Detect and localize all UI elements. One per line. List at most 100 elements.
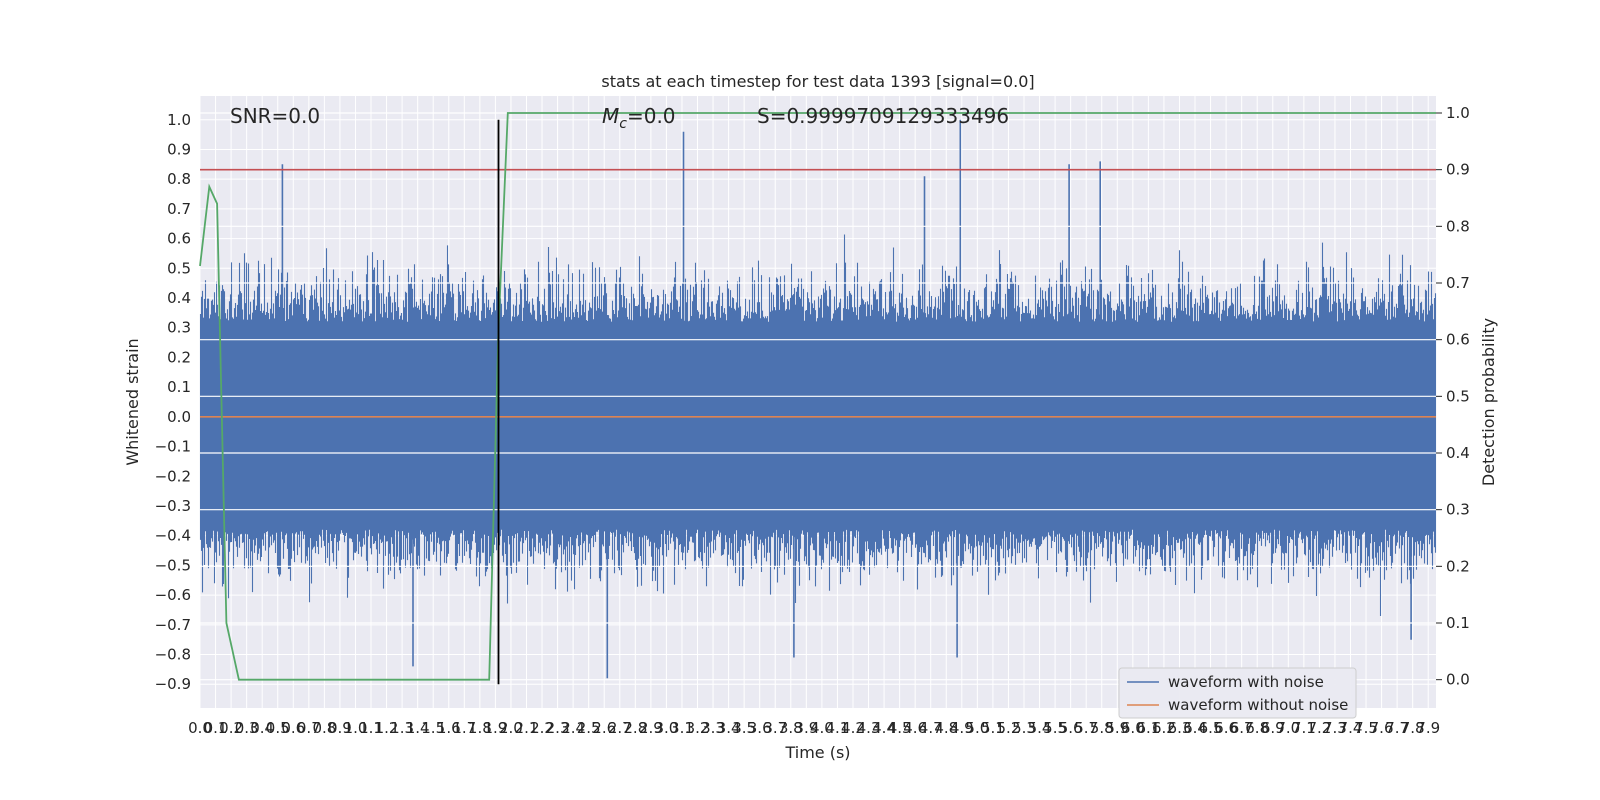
x-tick-label: 7.2 <box>1307 719 1331 737</box>
noise-series <box>199 119 1437 679</box>
x-tick-label: 2.4 <box>561 719 585 737</box>
y-tick-label: −0.7 <box>155 616 191 634</box>
x-tick-label: 0.0 <box>188 719 212 737</box>
x-tick-label: 2.3 <box>546 719 570 737</box>
x-tick-label: 4.2 <box>841 719 865 737</box>
x-tick-label: 0.6 <box>281 719 305 737</box>
x-tick-label: 7.0 <box>1276 719 1300 737</box>
x-tick-label: 6.8 <box>1245 719 1269 737</box>
x-tick-label: 0.2 <box>219 719 243 737</box>
series-waveform-with-noise <box>199 234 1437 616</box>
x-tick-label: 0.8 <box>312 719 336 737</box>
x-tick-label: 4.4 <box>872 719 896 737</box>
y-axis-label: Whitened strain <box>123 338 142 465</box>
x-tick-label: 0.9 <box>328 719 352 737</box>
x-tick-label: 5.7 <box>1074 719 1098 737</box>
x-tick-label: 4.3 <box>857 719 881 737</box>
x-tick-label: 1.7 <box>452 719 476 737</box>
y2-tick-label: 0.7 <box>1446 274 1470 292</box>
y-tick-label: −0.8 <box>155 646 191 664</box>
x-tick-label: 4.7 <box>919 719 943 737</box>
chart-title: stats at each timestep for test data 139… <box>601 72 1034 91</box>
x-tick-label: 5.2 <box>997 719 1021 737</box>
y2-tick-label: 0.6 <box>1446 331 1470 349</box>
y-tick-label: 0.7 <box>167 200 191 218</box>
x-tick-label: 1.3 <box>390 719 414 737</box>
x-tick-label: 5.0 <box>965 719 989 737</box>
series-detection-probability <box>199 112 1436 681</box>
y-tick-label: 0.4 <box>167 289 191 307</box>
x-tick-label: 5.1 <box>981 719 1005 737</box>
x-tick-label: 7.1 <box>1292 719 1316 737</box>
x-tick-label: 7.5 <box>1354 719 1378 737</box>
y-tick-label: 0.1 <box>167 378 191 396</box>
x-tick-label: 6.1 <box>1136 719 1160 737</box>
y-axis-ticks: −0.9 −0.8 −0.7 −0.6 −0.5 −0.4 −0.3 −0.2 −0.1 0.0 0… <box>155 111 191 693</box>
x-tick-label: 3.9 <box>794 719 818 737</box>
x-tick-label: 4.6 <box>903 719 927 737</box>
x-tick-label: 1.8 <box>468 719 492 737</box>
x-tick-label: 1.5 <box>421 719 445 737</box>
x-tick-label: 3.0 <box>654 719 678 737</box>
mc-subscript: c <box>619 116 627 132</box>
lines <box>199 112 1436 685</box>
x-tick-label: 0.1 <box>204 719 228 737</box>
legend-label-clean: waveform without noise <box>1168 696 1348 714</box>
x-tick-label: 5.4 <box>1028 719 1052 737</box>
y2-tick-label: 0.4 <box>1446 444 1470 462</box>
y2-tick-label: 0.2 <box>1446 557 1470 575</box>
x-tick-label: 1.4 <box>406 719 430 737</box>
x-tick-label: 3.3 <box>701 719 725 737</box>
y2-tick-label: 0.5 <box>1446 387 1470 405</box>
x-tick-label: 2.0 <box>499 719 523 737</box>
x-tick-label: 6.7 <box>1230 719 1254 737</box>
x-tick-label: 1.0 <box>344 719 368 737</box>
legend-label-noise: waveform with noise <box>1168 673 1324 691</box>
x-tick-label: 4.0 <box>810 719 834 737</box>
x-tick-label: 2.9 <box>639 719 663 737</box>
x-tick-label: 3.4 <box>717 719 741 737</box>
y2-tick-label: 0.9 <box>1446 161 1470 179</box>
y-tick-label: −0.1 <box>155 438 191 456</box>
x-tick-label: 7.6 <box>1370 719 1394 737</box>
x-tick-label: 2.1 <box>515 719 539 737</box>
x-tick-label: 4.9 <box>950 719 974 737</box>
x-tick-label: 7.7 <box>1385 719 1409 737</box>
x-tick-label: 3.6 <box>748 719 772 737</box>
x-tick-label: 6.2 <box>1152 719 1176 737</box>
x-tick-label: 7.8 <box>1401 719 1425 737</box>
x-tick-label: 2.6 <box>592 719 616 737</box>
legend-box <box>1118 667 1357 719</box>
x-tick-label: 3.7 <box>763 719 787 737</box>
x-tick-label: 2.2 <box>530 719 554 737</box>
mc-symbol: M <box>602 104 619 128</box>
x-tick-label: 5.9 <box>1105 719 1129 737</box>
x-tick-label: 4.8 <box>934 719 958 737</box>
y2-axis-ticks: 0.0 0.1 0.2 0.3 0.4 0.5 0.6 0.7 0.8 0.9 1.0 <box>1436 104 1470 689</box>
x-tick-label: 0.7 <box>297 719 321 737</box>
y-tick-label: −0.2 <box>155 467 191 485</box>
x-tick-label: 3.8 <box>779 719 803 737</box>
x-tick-label: 0.5 <box>266 719 290 737</box>
x-tick-label: 3.5 <box>732 719 756 737</box>
x-tick-label: 1.9 <box>483 719 507 737</box>
x-tick-label: 5.5 <box>1043 719 1067 737</box>
y2-tick-label: 0.8 <box>1446 217 1470 235</box>
x-tick-label: 6.3 <box>1168 719 1192 737</box>
x-tick-label: 2.7 <box>608 719 632 737</box>
mc-annotation: Mc=0.0 <box>602 104 676 132</box>
x-tick-label: 0.4 <box>250 719 274 737</box>
y-tick-label: 0.3 <box>167 319 191 337</box>
y-tick-label: 0.2 <box>167 348 191 366</box>
x-tick-label: 7.3 <box>1323 719 1347 737</box>
y2-tick-label: 0.3 <box>1446 501 1470 519</box>
x-tick-label: 6.6 <box>1214 719 1238 737</box>
x-tick-label: 1.6 <box>437 719 461 737</box>
y-tick-label: −0.3 <box>155 497 191 515</box>
y-tick-label: 0.6 <box>167 230 191 248</box>
snr-annotation: SNR=0.0 <box>230 104 320 128</box>
x-tick-label: 5.3 <box>1012 719 1036 737</box>
x-tick-label: 4.1 <box>826 719 850 737</box>
y-tick-label: 0.5 <box>167 259 191 277</box>
